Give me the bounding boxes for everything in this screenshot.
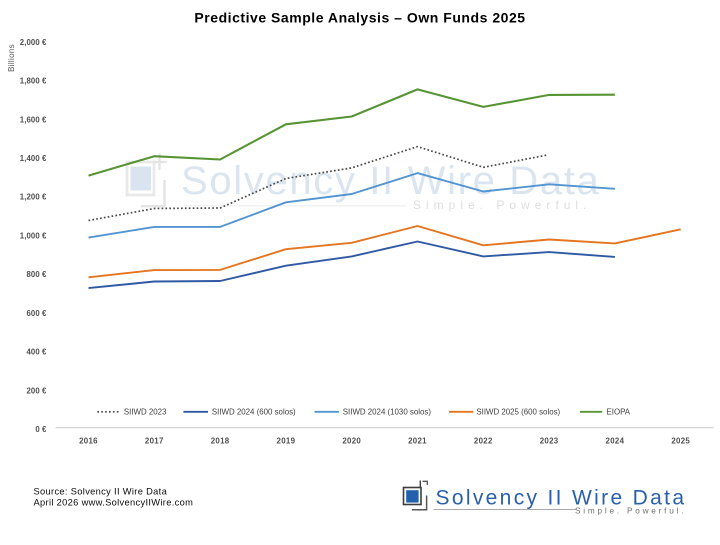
svg-text:2025: 2025 — [671, 437, 690, 446]
svg-text:2021: 2021 — [408, 437, 427, 446]
svg-text:2022: 2022 — [474, 437, 493, 446]
svg-text:SIIWD 2025 (600 solos): SIIWD 2025 (600 solos) — [476, 407, 560, 416]
svg-text:EIOPA: EIOPA — [607, 407, 631, 416]
svg-text:1,400 €: 1,400 € — [20, 154, 47, 163]
svg-text:SIIWD 2024 (600 solos): SIIWD 2024 (600 solos) — [212, 407, 296, 416]
svg-text:SIIWD 2023: SIIWD 2023 — [124, 407, 167, 416]
svg-text:2017: 2017 — [145, 437, 164, 446]
svg-text:2019: 2019 — [277, 437, 296, 446]
svg-text:Solvency II Wire Data: Solvency II Wire Data — [436, 487, 687, 510]
svg-text:1,200 €: 1,200 € — [20, 193, 47, 202]
svg-text:1,000 €: 1,000 € — [20, 231, 47, 240]
svg-text:2020: 2020 — [342, 437, 361, 446]
svg-text:400 €: 400 € — [26, 348, 47, 357]
svg-text:2023: 2023 — [540, 437, 559, 446]
svg-text:Simple. Powerful.: Simple. Powerful. — [413, 198, 591, 212]
svg-text:2018: 2018 — [211, 437, 230, 446]
svg-text:Predictive Sample Analysis – O: Predictive Sample Analysis – Own Funds 2… — [194, 10, 525, 26]
svg-text:2,000 €: 2,000 € — [20, 38, 47, 47]
svg-text:Simple. Powerful.: Simple. Powerful. — [575, 507, 686, 516]
svg-text:800 €: 800 € — [26, 270, 47, 279]
svg-text:2016: 2016 — [79, 437, 98, 446]
svg-text:Billions: Billions — [7, 44, 16, 72]
svg-text:0 €: 0 € — [35, 425, 47, 434]
svg-text:200 €: 200 € — [26, 386, 47, 395]
svg-text:April 2026 www.SolvencyIIWire.: April 2026 www.SolvencyIIWire.com — [34, 497, 194, 507]
svg-text:600 €: 600 € — [26, 309, 47, 318]
svg-text:1,600 €: 1,600 € — [20, 115, 47, 124]
svg-text:2024: 2024 — [606, 437, 625, 446]
svg-text:Source: Solvency II Wire Data: Source: Solvency II Wire Data — [34, 487, 168, 497]
svg-text:1,800 €: 1,800 € — [20, 77, 47, 86]
svg-text:SIIWD 2024 (1030 solos): SIIWD 2024 (1030 solos) — [343, 407, 432, 416]
